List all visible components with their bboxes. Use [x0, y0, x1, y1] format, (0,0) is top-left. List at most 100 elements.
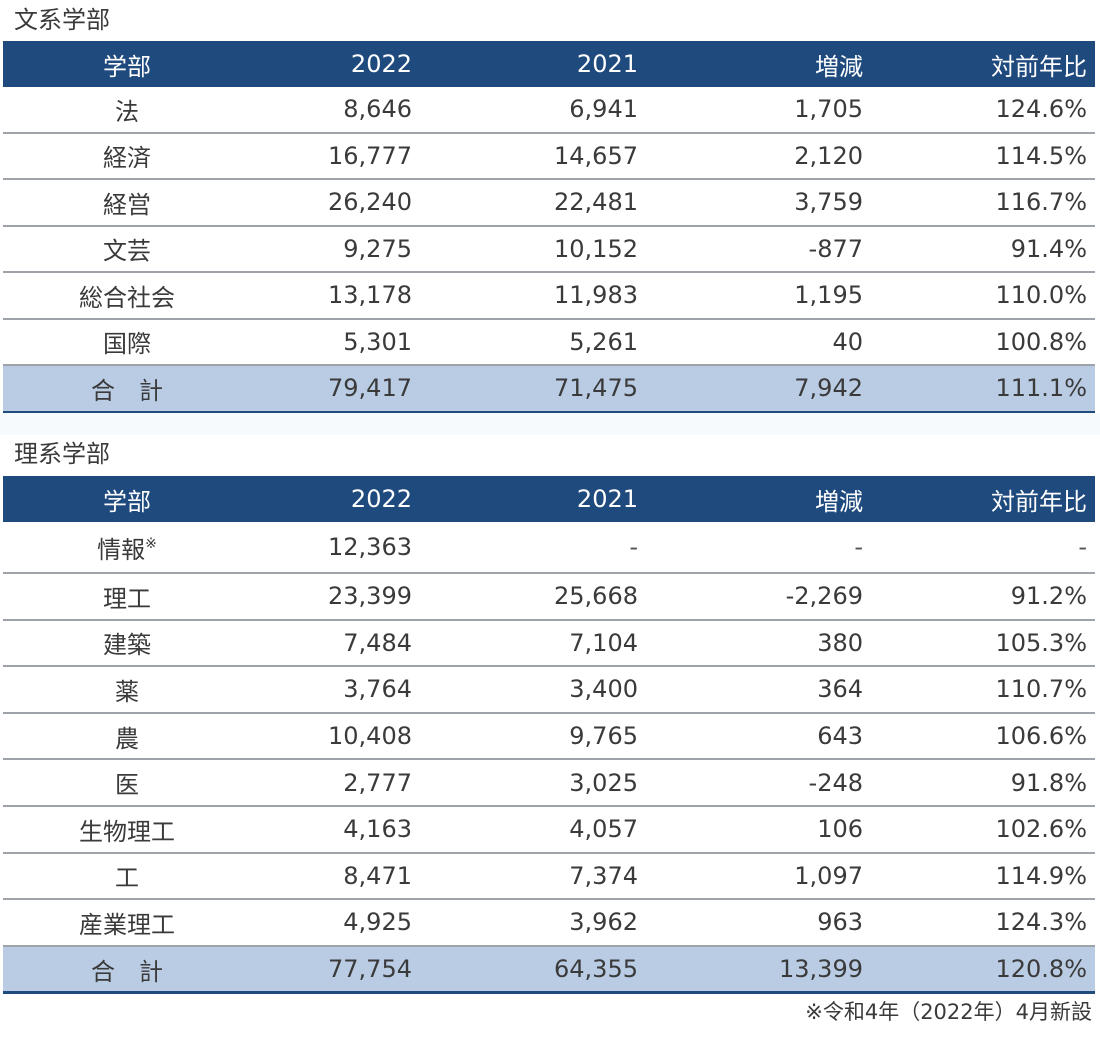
faculty-name: 経済 — [3, 132, 251, 180]
value-change: - — [646, 522, 871, 574]
faculty-name: 情報※ — [3, 522, 251, 574]
value-yoy: 114.9% — [871, 852, 1095, 901]
value-yoy: 106.6% — [871, 712, 1095, 761]
faculty-name: 工 — [3, 852, 251, 901]
value-2021: - — [420, 522, 646, 574]
value-2022: 8,646 — [251, 87, 420, 134]
value-2021: 14,657 — [420, 132, 646, 180]
value-change: 1,195 — [646, 272, 871, 320]
total-2021: 71,475 — [420, 364, 646, 414]
value-2022: 2,777 — [251, 759, 420, 807]
value-2021: 5,261 — [420, 318, 646, 366]
value-change: 380 — [646, 619, 871, 668]
header-yoy: 対前年比 — [871, 41, 1095, 87]
total-yoy: 111.1% — [871, 364, 1095, 414]
value-yoy: 124.3% — [871, 899, 1095, 947]
value-2022: 5,301 — [251, 318, 420, 366]
total-change: 13,399 — [646, 944, 871, 995]
table-row: 経営 26,240 22,481 3,759 116.7% — [3, 179, 1095, 227]
table-row: 産業理工 4,925 3,962 963 124.3% — [3, 899, 1095, 947]
section-title-sciences: 理系学部 — [14, 440, 110, 468]
faculty-name: 建築 — [3, 619, 251, 668]
value-2021: 7,374 — [420, 852, 646, 901]
total-label: 合 計 — [3, 364, 251, 414]
value-change: -877 — [646, 225, 871, 273]
table-row: 医 2,777 3,025 -248 91.8% — [3, 759, 1095, 807]
total-row: 合 計 77,754 64,355 13,399 120.8% — [3, 944, 1095, 995]
faculty-name: 国際 — [3, 318, 251, 366]
value-change: -248 — [646, 759, 871, 807]
value-2021: 3,962 — [420, 899, 646, 947]
value-2021: 25,668 — [420, 573, 646, 621]
header-2022: 2022 — [251, 41, 420, 87]
table-row: 総合社会 13,178 11,983 1,195 110.0% — [3, 272, 1095, 320]
value-2022: 8,471 — [251, 852, 420, 901]
value-2021: 6,941 — [420, 87, 646, 134]
value-2022: 4,163 — [251, 805, 420, 854]
faculty-name: 産業理工 — [3, 899, 251, 947]
value-2021: 10,152 — [420, 225, 646, 273]
value-yoy: - — [871, 522, 1095, 574]
faculty-name: 総合社会 — [3, 272, 251, 320]
table-row: 生物理工 4,163 4,057 106 102.6% — [3, 805, 1095, 854]
value-2022: 26,240 — [251, 179, 420, 227]
value-2022: 12,363 — [251, 522, 420, 574]
value-yoy: 105.3% — [871, 619, 1095, 668]
value-change: 106 — [646, 805, 871, 854]
total-label: 合 計 — [3, 944, 251, 995]
humanities-table: 学部 2022 2021 増減 対前年比 法 8,646 6,941 1,705… — [3, 41, 1095, 414]
table-row: 国際 5,301 5,261 40 100.8% — [3, 318, 1095, 366]
faculty-name: 法 — [3, 87, 251, 134]
table-row: 薬 3,764 3,400 364 110.7% — [3, 666, 1095, 714]
table-header-row: 学部 2022 2021 増減 対前年比 — [3, 41, 1095, 87]
value-2021: 3,400 — [420, 666, 646, 714]
value-yoy: 114.5% — [871, 132, 1095, 180]
table-row: 情報※ 12,363 - - - — [3, 522, 1095, 574]
table-row: 工 8,471 7,374 1,097 114.9% — [3, 852, 1095, 901]
value-2022: 16,777 — [251, 132, 420, 180]
total-2021: 64,355 — [420, 944, 646, 995]
faculty-name: 文芸 — [3, 225, 251, 273]
value-change: 40 — [646, 318, 871, 366]
header-faculty: 学部 — [3, 476, 251, 522]
total-2022: 77,754 — [251, 944, 420, 995]
value-2021: 22,481 — [420, 179, 646, 227]
value-2021: 7,104 — [420, 619, 646, 668]
value-2022: 4,925 — [251, 899, 420, 947]
header-change: 増減 — [646, 41, 871, 87]
note-mark: ※ — [145, 535, 157, 552]
faculty-name: 農 — [3, 712, 251, 761]
value-2022: 3,764 — [251, 666, 420, 714]
faculty-name-text: 情報 — [97, 535, 146, 564]
total-2022: 79,417 — [251, 364, 420, 414]
total-change: 7,942 — [646, 364, 871, 414]
faculty-name: 薬 — [3, 666, 251, 714]
value-2021: 11,983 — [420, 272, 646, 320]
value-2022: 10,408 — [251, 712, 420, 761]
faculty-name: 理工 — [3, 573, 251, 621]
header-2022: 2022 — [251, 476, 420, 522]
value-yoy: 124.6% — [871, 87, 1095, 134]
header-yoy: 対前年比 — [871, 476, 1095, 522]
table-row: 法 8,646 6,941 1,705 124.6% — [3, 87, 1095, 134]
value-yoy: 91.4% — [871, 225, 1095, 273]
value-2022: 7,484 — [251, 619, 420, 668]
value-yoy: 100.8% — [871, 318, 1095, 366]
table-row: 建築 7,484 7,104 380 105.3% — [3, 619, 1095, 668]
faculty-name: 生物理工 — [3, 805, 251, 854]
table-header-row: 学部 2022 2021 増減 対前年比 — [3, 476, 1095, 522]
header-2021: 2021 — [420, 41, 646, 87]
value-change: 1,097 — [646, 852, 871, 901]
value-yoy: 91.8% — [871, 759, 1095, 807]
value-change: 3,759 — [646, 179, 871, 227]
value-yoy: 110.0% — [871, 272, 1095, 320]
value-change: 2,120 — [646, 132, 871, 180]
total-yoy: 120.8% — [871, 944, 1095, 995]
value-yoy: 116.7% — [871, 179, 1095, 227]
value-yoy: 91.2% — [871, 573, 1095, 621]
value-yoy: 110.7% — [871, 666, 1095, 714]
header-change: 増減 — [646, 476, 871, 522]
faculty-name: 経営 — [3, 179, 251, 227]
value-2022: 9,275 — [251, 225, 420, 273]
table-row: 経済 16,777 14,657 2,120 114.5% — [3, 132, 1095, 180]
